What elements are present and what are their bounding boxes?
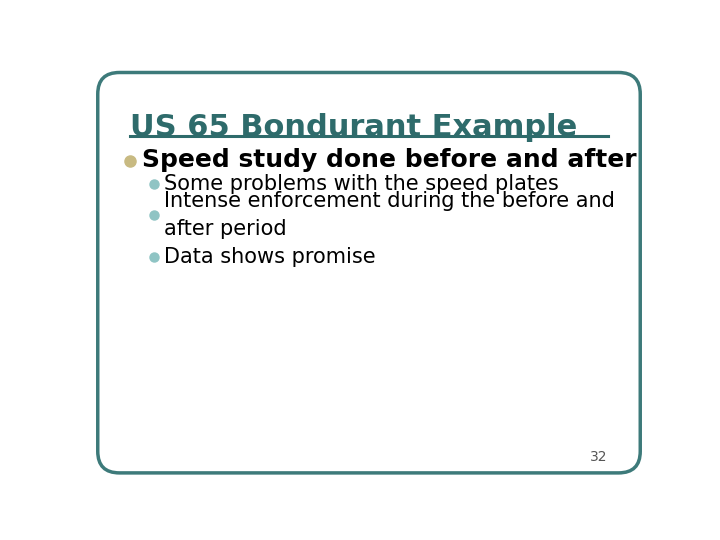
FancyBboxPatch shape xyxy=(98,72,640,473)
Text: Intense enforcement during the before and
after period: Intense enforcement during the before an… xyxy=(164,191,616,239)
Text: Some problems with the speed plates: Some problems with the speed plates xyxy=(164,174,559,194)
Text: US 65 Bondurant Example: US 65 Bondurant Example xyxy=(130,112,577,141)
Text: Data shows promise: Data shows promise xyxy=(164,247,376,267)
Text: 32: 32 xyxy=(590,450,608,464)
Text: Speed study done before and after: Speed study done before and after xyxy=(142,148,636,172)
